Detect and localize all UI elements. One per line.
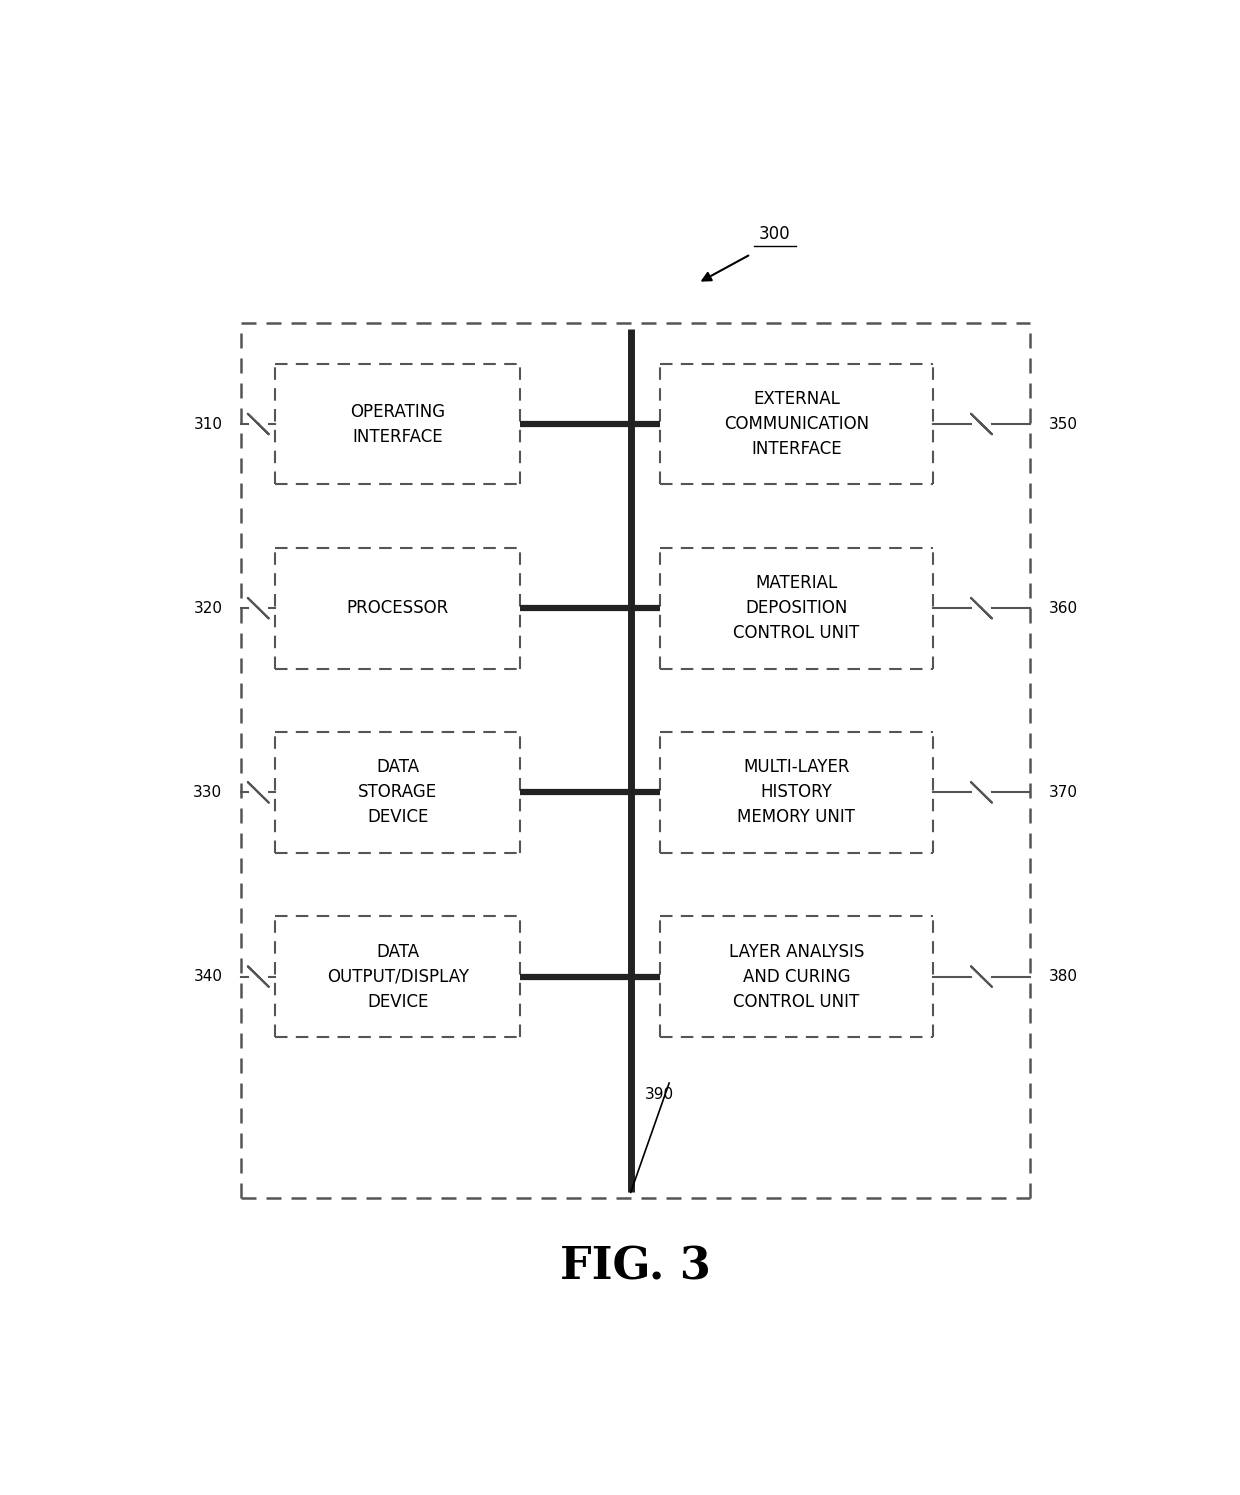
Text: DATA
STORAGE
DEVICE: DATA STORAGE DEVICE xyxy=(358,758,438,827)
Text: 360: 360 xyxy=(1049,601,1078,616)
Text: 370: 370 xyxy=(1049,785,1078,800)
Text: 340: 340 xyxy=(193,969,222,984)
Text: PROCESSOR: PROCESSOR xyxy=(346,599,449,617)
Text: 390: 390 xyxy=(645,1087,675,1102)
Text: MULTI-LAYER
HISTORY
MEMORY UNIT: MULTI-LAYER HISTORY MEMORY UNIT xyxy=(738,758,856,827)
Text: FIG. 3: FIG. 3 xyxy=(560,1245,711,1289)
Text: 380: 380 xyxy=(1049,969,1078,984)
Text: 310: 310 xyxy=(193,417,222,432)
Text: MATERIAL
DEPOSITION
CONTROL UNIT: MATERIAL DEPOSITION CONTROL UNIT xyxy=(733,574,859,643)
Text: OPERATING
INTERFACE: OPERATING INTERFACE xyxy=(350,402,445,446)
Text: 350: 350 xyxy=(1049,417,1078,432)
Text: EXTERNAL
COMMUNICATION
INTERFACE: EXTERNAL COMMUNICATION INTERFACE xyxy=(724,390,869,457)
Text: 300: 300 xyxy=(759,224,791,242)
Text: LAYER ANALYSIS
AND CURING
CONTROL UNIT: LAYER ANALYSIS AND CURING CONTROL UNIT xyxy=(729,942,864,1011)
Text: 330: 330 xyxy=(193,785,222,800)
Text: 320: 320 xyxy=(193,601,222,616)
Text: DATA
OUTPUT/DISPLAY
DEVICE: DATA OUTPUT/DISPLAY DEVICE xyxy=(326,942,469,1011)
